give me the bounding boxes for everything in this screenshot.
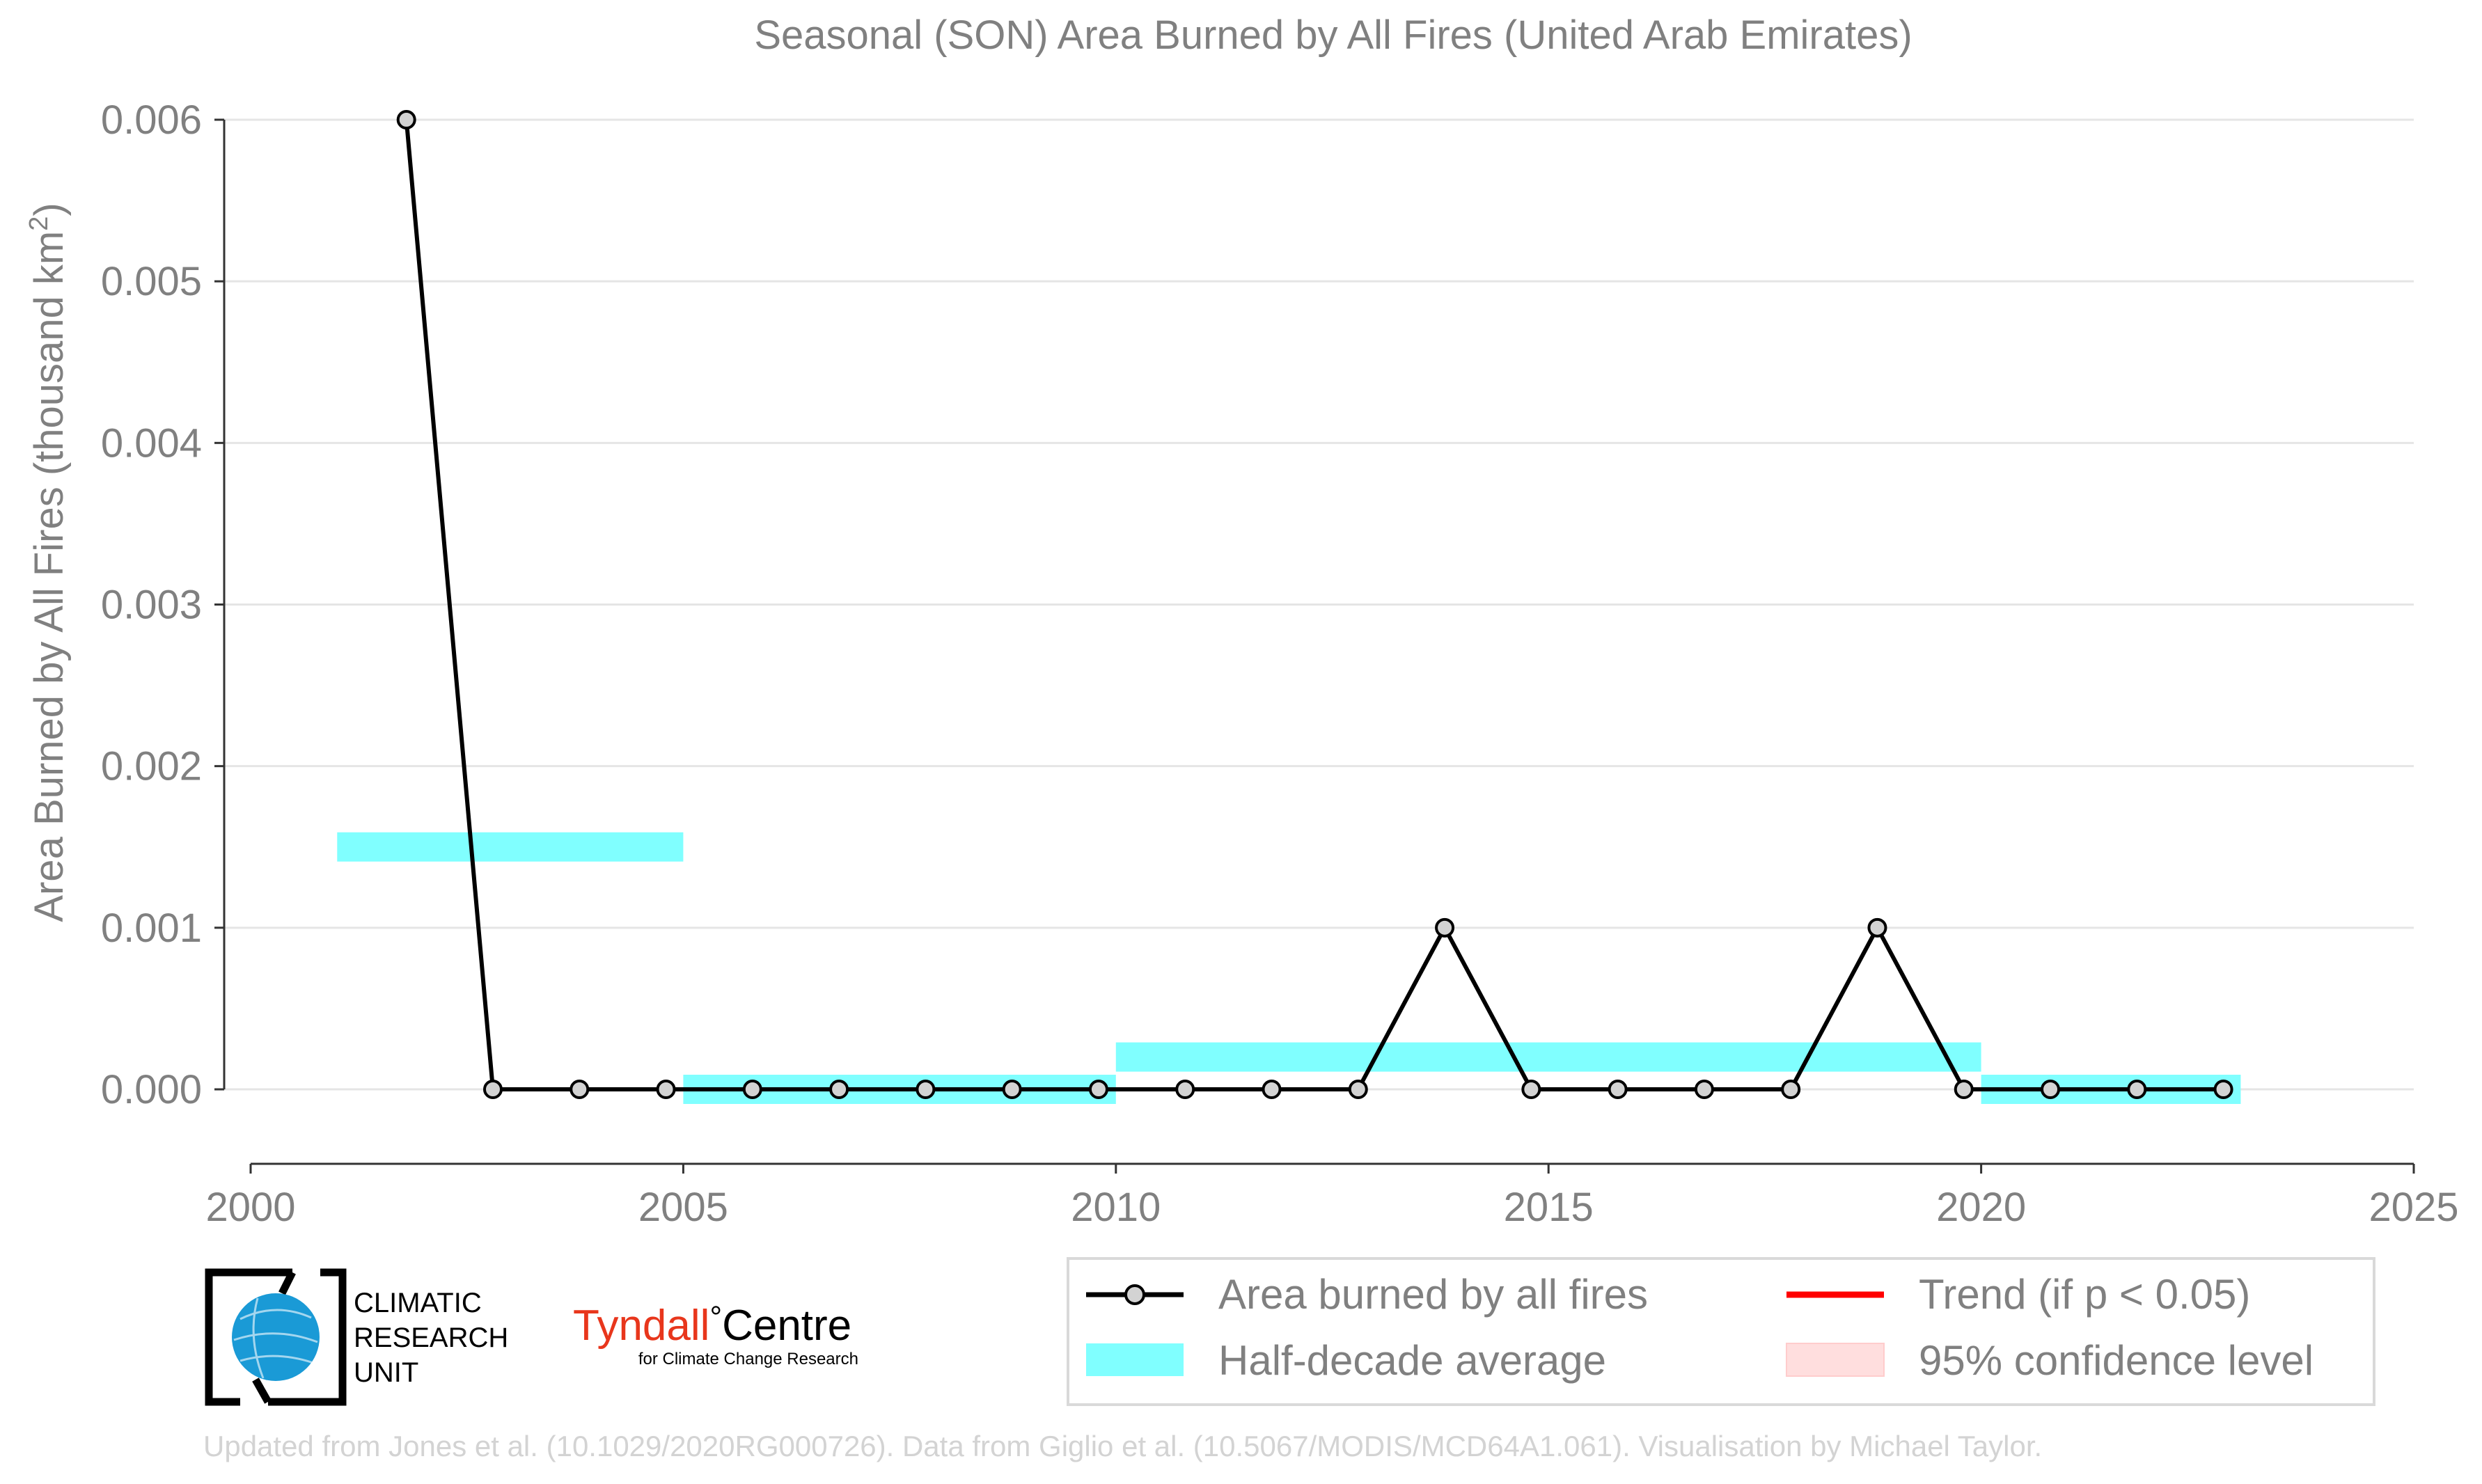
x-tick-label-5: 2025 <box>2369 1185 2458 1230</box>
legend-label-series: Area burned by all fires <box>1218 1271 1648 1318</box>
cru-logo-frame <box>205 1268 347 1406</box>
data-point <box>1954 1080 1974 1099</box>
data-point <box>1435 917 1455 938</box>
data-point <box>1262 1080 1282 1099</box>
y-axis-label: Area Burned by All Fires (thousand km2) <box>24 203 72 922</box>
data-point <box>829 1080 849 1099</box>
tyndall-logo: Tyndall°Centre for Climate Change Resear… <box>573 1300 858 1368</box>
x-tick-label-2: 2010 <box>1071 1185 1161 1230</box>
data-point <box>1867 917 1887 938</box>
legend-box <box>1067 1257 2375 1406</box>
legend-confidence-patch <box>1786 1343 1885 1377</box>
tyndall-wordmark: Tyndall°Centre <box>573 1300 851 1350</box>
cru-text-line1: CLIMATIC <box>354 1288 482 1318</box>
tyndall-degree: ° <box>709 1300 722 1334</box>
half-decade-bar-2 <box>1115 1042 1981 1072</box>
chart-title: Seasonal (SON) Area Burned by All Fires … <box>754 13 1912 58</box>
cru-logo-slash-top <box>278 1270 296 1295</box>
legend-series-marker <box>1124 1284 1145 1305</box>
half-decade-bar-0 <box>337 832 684 862</box>
y-tick-label-6: 0.006 <box>101 97 202 143</box>
data-point <box>396 110 416 129</box>
data-point <box>482 1080 503 1099</box>
legend-average-patch <box>1086 1343 1184 1376</box>
legend-label-confidence: 95% confidence level <box>1919 1337 2314 1384</box>
y-tick-label-3: 0.003 <box>101 583 202 628</box>
y-tick-label-4: 0.004 <box>101 420 202 466</box>
tyndall-centre: Centre <box>722 1302 851 1350</box>
cru-logo: CLIMATIC RESEARCH UNIT <box>205 1268 508 1406</box>
y-tick-labels: 0.000 0.001 0.002 0.003 0.004 0.005 0.006 <box>101 97 202 1112</box>
data-point <box>656 1080 676 1099</box>
tyndall-main: Tyndall <box>573 1302 709 1350</box>
data-point <box>1002 1080 1022 1099</box>
y-tick-label-1: 0.001 <box>101 906 202 951</box>
legend: Area burned by all fires Trend (if p < 0… <box>1067 1257 2375 1406</box>
data-point <box>2041 1080 2061 1099</box>
cru-globe-lines <box>233 1297 318 1379</box>
data-point <box>1088 1080 1108 1099</box>
y-axis-label-sup: 2 <box>24 216 54 231</box>
data-point <box>2213 1080 2233 1099</box>
series-line-0 <box>404 119 2224 1091</box>
legend-label-average: Half-decade average <box>1218 1337 1606 1384</box>
y-axis-label-end: ) <box>26 203 72 216</box>
cru-logo-slash-bottom <box>252 1378 272 1404</box>
y-tick-label-5: 0.005 <box>101 259 202 304</box>
cru-text-line3: UNIT <box>354 1357 418 1388</box>
data-point <box>1694 1080 1714 1099</box>
data-point <box>916 1080 936 1099</box>
x-tick-label-0: 2000 <box>205 1185 295 1230</box>
axes <box>214 118 2415 1174</box>
cru-text-line2: RESEARCH <box>354 1323 508 1353</box>
data-point <box>2127 1080 2147 1099</box>
data-point <box>1175 1080 1195 1099</box>
tyndall-subtitle: for Climate Change Research <box>638 1350 858 1368</box>
y-tick-label-2: 0.002 <box>101 744 202 789</box>
data-point <box>1521 1080 1541 1099</box>
data-point <box>742 1080 762 1099</box>
x-tick-label-4: 2020 <box>1936 1185 2026 1230</box>
y-axis-label-text: Area Burned by All Fires (thousand km <box>26 231 72 922</box>
data-point <box>570 1080 590 1099</box>
data-point <box>1781 1080 1801 1099</box>
data-point <box>1608 1080 1628 1099</box>
series-area-burned <box>396 110 2233 1099</box>
y-tick-label-0: 0.000 <box>101 1067 202 1112</box>
x-tick-labels: 2000 2005 2010 2015 2020 2025 <box>205 1185 2458 1230</box>
legend-label-trend: Trend (if p < 0.05) <box>1919 1271 2250 1318</box>
x-tick-label-1: 2005 <box>638 1185 728 1230</box>
x-tick-label-3: 2015 <box>1504 1185 1594 1230</box>
data-point <box>1348 1080 1368 1099</box>
footer-credit: Updated from Jones et al. (10.1029/2020R… <box>203 1430 2042 1462</box>
